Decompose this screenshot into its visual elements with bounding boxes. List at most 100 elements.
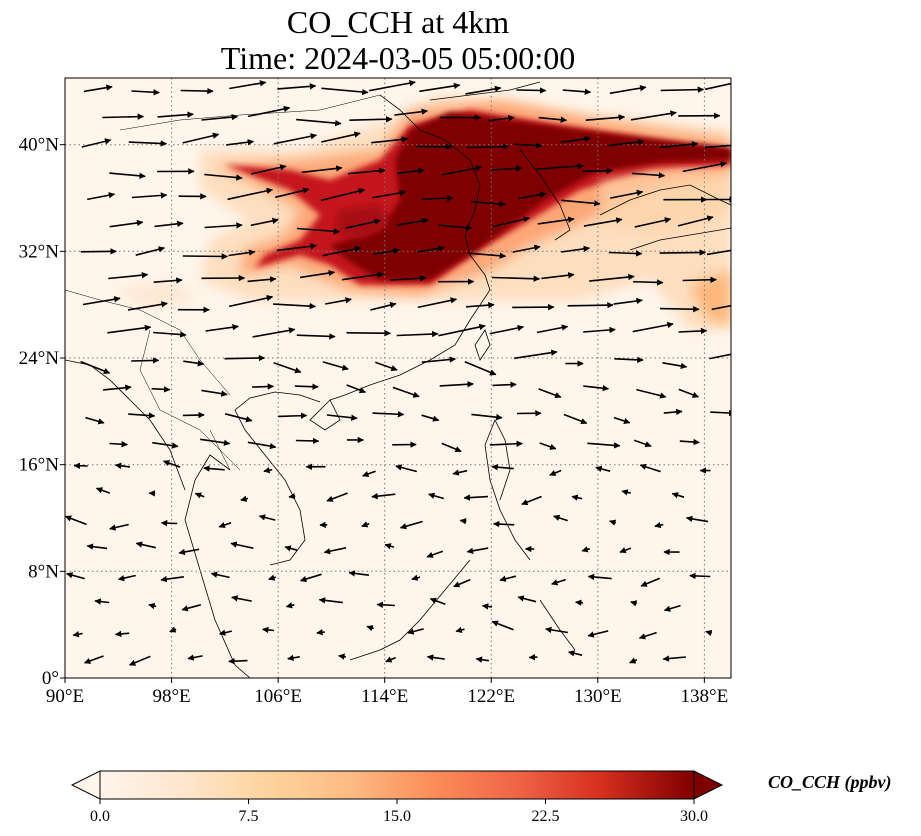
lat-tick-label: 24°N <box>19 348 60 369</box>
wind-arrow <box>638 631 657 640</box>
wind-arrow <box>426 654 445 661</box>
wind-arrow <box>72 631 83 638</box>
lon-tick-label: 90°E <box>46 686 84 707</box>
wind-arrow <box>162 460 181 468</box>
wind-arrow <box>325 297 352 305</box>
wind-arrow <box>492 381 517 388</box>
wind-arrow <box>299 269 336 279</box>
wind-arrow <box>452 469 468 476</box>
wind-arrow <box>706 249 731 256</box>
wind-arrow <box>205 324 239 332</box>
lon-tick-label: 114°E <box>361 686 408 707</box>
wind-arrow <box>370 301 397 311</box>
wind-arrow <box>397 167 425 175</box>
colorbar-tick-label: 30.0 <box>680 808 708 825</box>
wind-arrow <box>471 413 503 421</box>
wind-arrow <box>385 656 396 663</box>
wind-arrow <box>250 217 279 227</box>
wind-arrow <box>180 87 214 95</box>
wind-arrow <box>428 492 445 500</box>
wind-arrow <box>227 187 274 201</box>
wind-arrow <box>491 165 523 172</box>
wind-arrow <box>372 189 407 199</box>
wind-arrow <box>224 354 266 362</box>
wind-arrow <box>634 217 672 228</box>
wind-arrow <box>182 411 205 419</box>
wind-arrow <box>609 85 647 95</box>
wind-arrow <box>589 273 635 282</box>
wind-arrow <box>285 602 295 609</box>
wind-arrow <box>117 574 136 582</box>
wind-arrow <box>438 224 473 231</box>
wind-arrow <box>660 86 705 93</box>
wind-arrow <box>153 277 183 284</box>
wind-arrow <box>678 327 708 335</box>
wind-arrow <box>349 116 393 123</box>
wind-arrow <box>399 520 423 530</box>
wind-arrow <box>538 116 568 123</box>
wind-arrow <box>632 321 674 333</box>
wind-arrow <box>131 192 168 199</box>
wind-arrow <box>631 172 666 179</box>
wind-arrow <box>224 413 253 423</box>
wind-arrow <box>361 521 370 528</box>
lat-tick-label: 16°N <box>19 455 60 476</box>
wind-arrow <box>441 165 483 176</box>
lat-tick-label: 8°N <box>28 561 59 582</box>
colorbar-tick-label: 7.5 <box>239 808 259 825</box>
wind-arrow <box>633 439 652 448</box>
wind-arrow <box>521 495 542 506</box>
wind-arrow <box>585 114 626 121</box>
wind-arrow <box>83 84 113 93</box>
lon-tick-label: 138°E <box>681 686 729 707</box>
wind-arrow <box>562 88 592 95</box>
wind-arrow <box>466 547 489 554</box>
lon-tick-label: 130°E <box>574 686 622 707</box>
wind-arrow <box>338 653 347 660</box>
colorbar-bar <box>99 770 695 800</box>
wind-arrow <box>160 519 178 527</box>
wind-arrow <box>277 83 317 90</box>
wind-arrow <box>421 356 456 363</box>
wind-arrow <box>583 217 623 227</box>
wind-arrow <box>114 462 131 469</box>
wind-arrow <box>372 411 405 418</box>
wind-arrow <box>247 105 291 118</box>
wind-arrow <box>539 442 557 450</box>
wind-arrow <box>95 487 111 494</box>
wind-arrow <box>463 494 489 501</box>
wind-arrow <box>438 323 486 337</box>
latitude-axis: 0° 8°N 16°N 24°N 32°N 40°N <box>19 135 65 689</box>
wind-arrow <box>392 386 420 398</box>
wind-arrow <box>210 571 230 579</box>
wind-arrow <box>273 361 302 374</box>
wind-arrow <box>240 495 249 502</box>
wind-arrow <box>608 250 643 257</box>
wind-arrow <box>299 573 322 583</box>
wind-arrow <box>537 216 575 225</box>
wind-arrow <box>200 438 231 446</box>
wind-arrow <box>536 324 569 334</box>
wind-arrow <box>551 578 566 586</box>
wind-arrow <box>682 161 727 173</box>
wind-arrow <box>583 326 616 334</box>
wind-arrow <box>705 629 713 637</box>
wind-arrow <box>109 172 146 179</box>
colorbar-tick-label: 15.0 <box>383 808 411 825</box>
wind-arrow <box>396 217 429 226</box>
wind-arrow <box>109 441 128 448</box>
wind-arrow <box>275 187 310 199</box>
wind-arrow <box>595 465 611 473</box>
lat-tick-label: 32°N <box>19 241 60 262</box>
wind-arrow <box>203 465 225 472</box>
wind-arrow <box>108 271 149 280</box>
wind-arrow <box>419 82 461 93</box>
wind-arrow <box>541 272 575 280</box>
wind-arrow <box>326 492 348 502</box>
wind-arrow <box>127 301 168 311</box>
wind-arrow <box>128 140 168 147</box>
wind-arrow <box>581 546 591 553</box>
wind-arrow <box>157 111 194 118</box>
wind-arrow <box>488 115 515 122</box>
wind-arrow <box>66 572 85 580</box>
